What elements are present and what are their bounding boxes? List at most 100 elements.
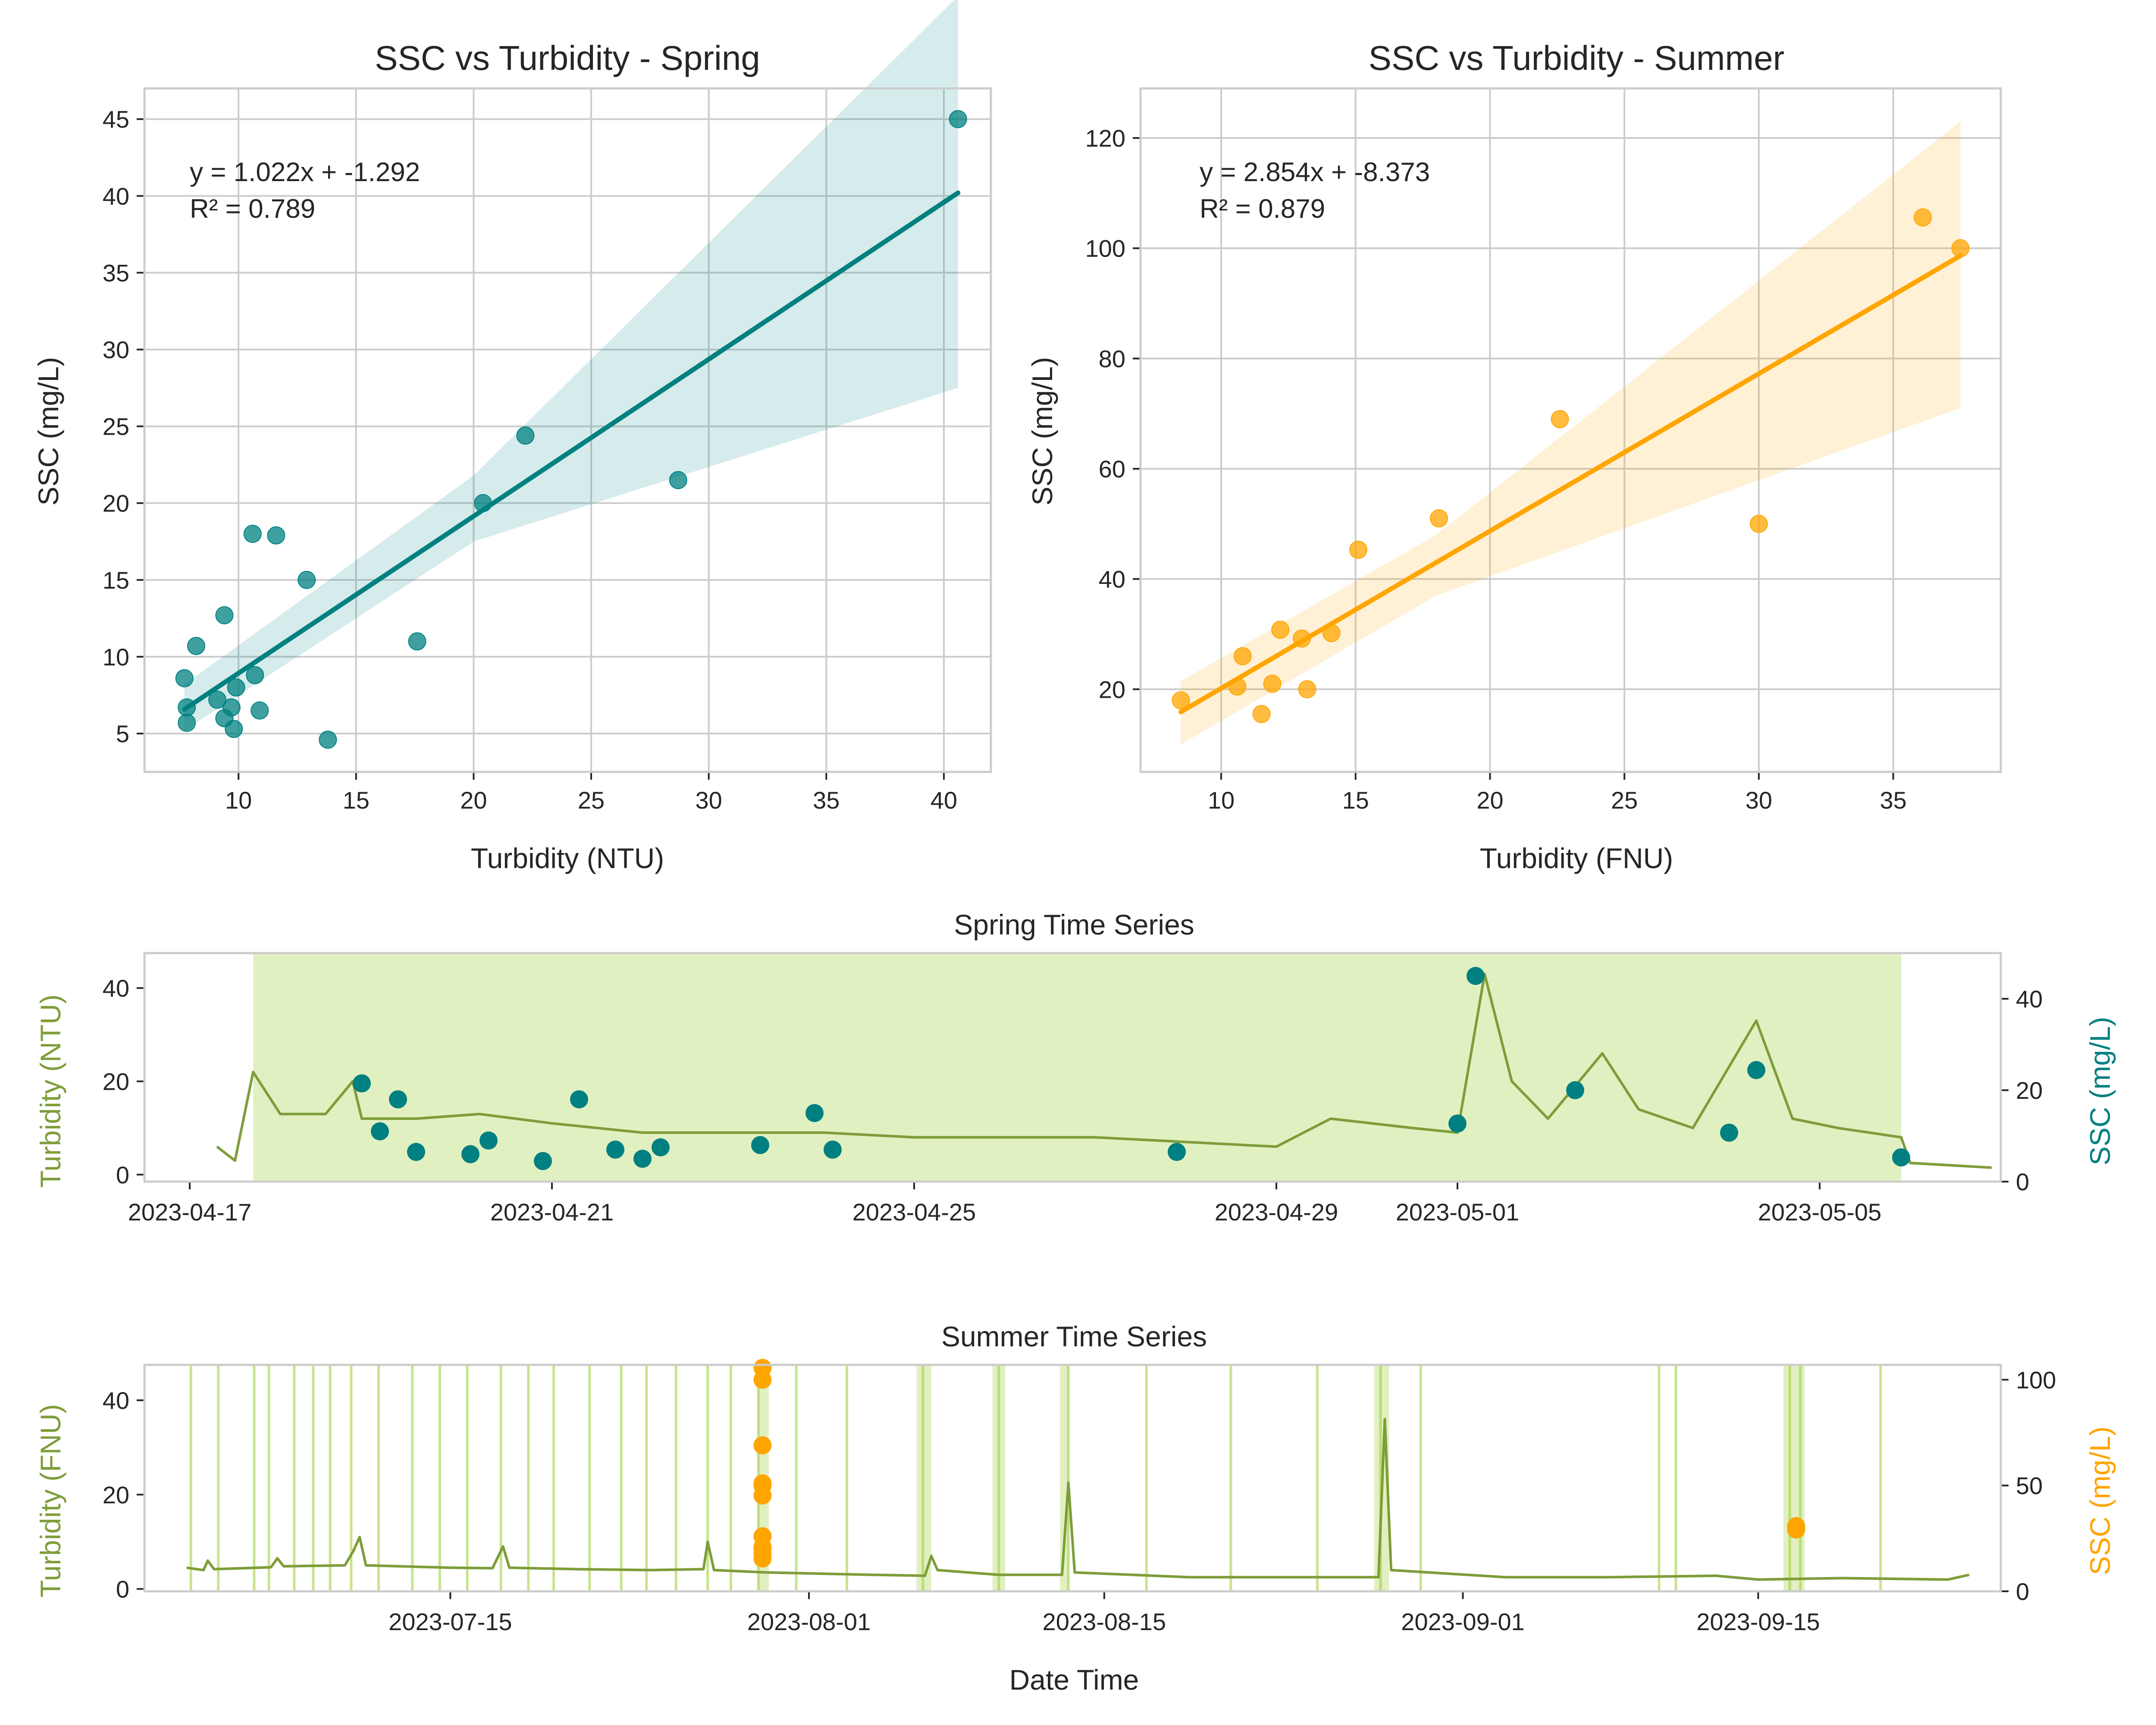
x-tick-label: 15 (1342, 787, 1369, 814)
plot-frame (143, 1364, 2002, 1593)
data-point (1252, 705, 1271, 723)
right-tick-label: 0 (2016, 1578, 2029, 1605)
data-point (208, 690, 227, 709)
summer-ssc-ylabel: SSC (mg/L) (2084, 1427, 2116, 1575)
y-tick-label: 35 (103, 259, 129, 286)
data-point (243, 524, 262, 543)
y-tick-label: 10 (103, 643, 129, 671)
data-point (178, 714, 196, 732)
data-point (669, 471, 687, 489)
x-tick-label: 2023-09-15 (1696, 1608, 1820, 1635)
scatter-plot-area: 10 15 20 25 30 35 20 40 60 80 100 120 (1085, 87, 2002, 814)
ssc-point (751, 1136, 769, 1154)
y-tick-label: 40 (103, 182, 129, 210)
data-point (1263, 674, 1282, 693)
left-tick-label: 40 (103, 1387, 129, 1414)
left-tick-label: 0 (116, 1161, 129, 1189)
summer-turbidity-ylabel: Turbidity (FNU) (34, 1404, 66, 1598)
right-tick-label: 100 (2016, 1366, 2056, 1393)
highlight-span (253, 953, 1901, 1182)
x-tick-label: 25 (578, 787, 605, 814)
x-tick-label: 2023-04-21 (490, 1198, 614, 1226)
x-tick-label: 2023-04-29 (1215, 1198, 1338, 1226)
ssc-point (570, 1090, 588, 1109)
spring-scatter-panel: 10 15 20 25 30 35 40 5 10 15 20 25 30 35 40 45 SSC vs T… (32, 0, 992, 874)
summer-xlabel: Date Time (1009, 1664, 1139, 1696)
data-point (949, 110, 967, 129)
ssc-point (1448, 1114, 1467, 1133)
ssc-point (753, 1436, 772, 1455)
plot-frame (143, 952, 2002, 1183)
ssc-point (371, 1122, 389, 1141)
data-point (1298, 680, 1316, 699)
data-point (1271, 621, 1290, 639)
ssc-point (1892, 1148, 1910, 1167)
x-tick-label: 35 (1880, 787, 1906, 814)
ssc-point (1747, 1061, 1765, 1079)
timeseries-plot-area: 0 20 40 0 20 40 2023-04-17 2023-04-21 2023-04-25… (103, 952, 2043, 1226)
turbidity-line (186, 1418, 1970, 1581)
x-tick-label: 2023-05-01 (1396, 1198, 1519, 1226)
right-tick-label: 0 (2016, 1168, 2029, 1195)
ssc-point (606, 1140, 624, 1159)
right-tick-label: 20 (2016, 1077, 2043, 1104)
y-tick-label: 30 (103, 336, 129, 364)
y-tick-label: 20 (1099, 676, 1125, 703)
ssc-point (461, 1145, 479, 1164)
x-tick-label: 2023-07-15 (389, 1608, 512, 1635)
x-tick-label: 10 (1208, 787, 1235, 814)
x-tick-label: 40 (931, 787, 957, 814)
data-point (1172, 691, 1190, 709)
left-tick-label: 0 (116, 1576, 129, 1603)
y-tick-label: 60 (1099, 455, 1125, 483)
data-point (1914, 208, 1932, 227)
confidence-band (184, 0, 958, 731)
ssc-point (1467, 967, 1485, 985)
data-point (215, 606, 234, 624)
turbidity-line (216, 972, 1992, 1169)
data-point (1349, 540, 1367, 559)
y-tick-label: 15 (103, 567, 129, 594)
summer-scatter-ylabel: SSC (mg/L) (1026, 357, 1058, 506)
summer-timeseries-title: Summer Time Series (941, 1320, 1207, 1352)
spring-scatter-ylabel: SSC (mg/L) (32, 357, 64, 506)
summer-equation-label: y = 2.854x + -8.373 (1200, 157, 1430, 187)
x-tick-label: 2023-05-05 (1758, 1198, 1881, 1226)
summer-timeseries-panel: 0 20 40 0 50 100 2023-07-15 2023-08-01 2023-08-1… (34, 1320, 2116, 1696)
x-tick-label: 10 (225, 787, 252, 814)
x-tick-label: 2023-08-15 (1043, 1608, 1166, 1635)
ssc-point (389, 1090, 407, 1109)
spring-scatter-title: SSC vs Turbidity - Spring (375, 39, 760, 77)
timeseries-plot-area: 0 20 40 0 50 100 2023-07-15 2023-08-01 2023-08-1… (103, 1358, 2056, 1635)
ssc-point (824, 1140, 842, 1159)
data-point (225, 720, 243, 738)
plot-frame (1139, 87, 2002, 773)
x-tick-label: 2023-08-01 (747, 1608, 871, 1635)
ssc-point (353, 1074, 371, 1093)
ssc-point (753, 1358, 772, 1377)
x-tick-label: 15 (343, 787, 370, 814)
x-tick-label: 2023-09-01 (1401, 1608, 1524, 1635)
data-point (516, 426, 535, 445)
highlight-span (1060, 1365, 1069, 1591)
y-tick-label: 5 (116, 720, 129, 747)
ssc-point (753, 1527, 772, 1546)
ssc-point (479, 1131, 498, 1150)
y-tick-label: 100 (1085, 235, 1125, 262)
data-point (222, 698, 241, 717)
ssc-point (1787, 1517, 1805, 1535)
x-tick-label: 25 (1611, 787, 1638, 814)
ssc-point (633, 1150, 652, 1168)
left-tick-label: 20 (103, 1068, 129, 1095)
ssc-point (753, 1474, 772, 1493)
summer-r2-label: R² = 0.879 (1200, 194, 1325, 224)
spring-timeseries-panel: 0 20 40 0 20 40 2023-04-17 2023-04-21 2023-04-25… (34, 909, 2116, 1226)
summer-scatter-title: SSC vs Turbidity - Summer (1369, 39, 1785, 77)
data-point (298, 571, 316, 589)
ssc-point (534, 1152, 552, 1170)
confidence-band (1181, 121, 1961, 745)
data-point (227, 678, 245, 697)
data-point (1430, 509, 1448, 528)
right-tick-label: 40 (2016, 985, 2043, 1013)
spring-turbidity-ylabel: Turbidity (NTU) (34, 994, 66, 1188)
